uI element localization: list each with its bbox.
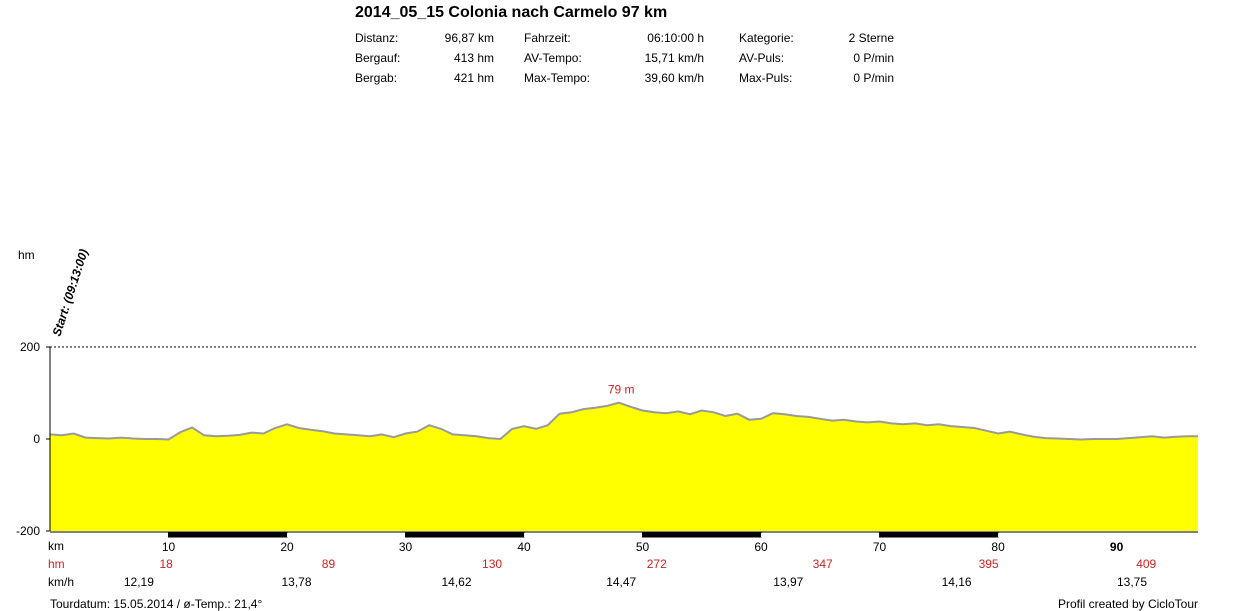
stat-value-fahrzeit: 06:10:00 h (647, 31, 704, 45)
stat-value-max-puls: 0 P/min (853, 71, 894, 85)
x-tick-label: 70 (873, 540, 887, 554)
km-band-segment (168, 532, 288, 538)
stat-value-max-tempo: 39,60 km/h (644, 71, 704, 85)
stat-label-max-puls: Max-Puls: (739, 71, 793, 85)
elevation-line (49, 401, 1198, 441)
km-band-segment (50, 533, 169, 537)
stat-label-bergauf: Bergauf: (355, 51, 401, 65)
stat-label-av-puls: AV-Puls: (739, 51, 785, 65)
y-tick-label: 200 (20, 340, 40, 354)
hm-value: 395 (978, 557, 999, 571)
x-tick-label: 30 (399, 540, 413, 554)
stat-label-distanz: Distanz: (355, 31, 399, 45)
stat-label-max-tempo: Max-Tempo: (524, 71, 591, 85)
hm-value: 18 (159, 557, 173, 571)
kmh-value: 12,19 (123, 575, 154, 589)
kmh-value: 14,16 (941, 575, 972, 589)
hm-value: 130 (482, 557, 503, 571)
km-band-segment (879, 532, 999, 538)
row-hm-label: hm (48, 557, 65, 571)
km-band-segment (998, 533, 1117, 537)
axes-layer (46, 346, 1198, 538)
footer-tourdatum: Tourdatum: 15.05.2014 / ø-Temp.: 21,4° (50, 597, 263, 611)
stat-value-av-tempo: 15,71 km/h (644, 51, 704, 65)
km-band-segment (405, 532, 525, 538)
row-km-label: km (48, 539, 64, 553)
y-axis-label: hm (18, 248, 35, 262)
kmh-value: 13,97 (773, 575, 804, 589)
stat-value-av-puls: 0 P/min (853, 51, 894, 65)
x-tick-label: 50 (636, 540, 650, 554)
stat-value-kategorie: 2 Sterne (848, 31, 894, 45)
hm-value: 89 (321, 557, 336, 571)
elevation-area (50, 402, 1198, 531)
area-layer (49, 401, 1198, 531)
km-band-segment (761, 533, 880, 537)
x-tick-label: 40 (517, 540, 531, 554)
stat-value-bergab: 421 hm (453, 71, 494, 85)
x-tick-label: 20 (280, 540, 294, 554)
x-tick-label: 90 (1110, 540, 1124, 554)
start-time-label: Start: (09:13:00) (50, 247, 91, 338)
x-tick-label: 80 (991, 540, 1005, 554)
stat-label-kategorie: Kategorie: (739, 31, 794, 45)
stat-value-bergauf: 413 hm (453, 51, 494, 65)
stat-label-bergab: Bergab: (355, 71, 398, 85)
y-tick-label: 0 (33, 432, 40, 446)
kmh-value: 14,62 (441, 575, 472, 589)
x-tick-label: 60 (754, 540, 768, 554)
max-elevation-label: 79 m (608, 383, 635, 397)
hm-value: 409 (1136, 557, 1157, 571)
tour-title: 2014_05_15 Colonia nach Carmelo 97 km (355, 4, 668, 21)
footer-credit: Profil created by CicloTour (1057, 597, 1198, 611)
x-tick-label: 10 (162, 540, 176, 554)
km-band-segment (642, 532, 762, 538)
y-tick-label: -200 (16, 524, 40, 538)
hm-value: 347 (812, 557, 833, 571)
row-kmh-label: km/h (48, 575, 75, 589)
stat-label-fahrzeit: Fahrzeit: (524, 31, 571, 45)
hm-value: 272 (646, 557, 667, 571)
km-band-segment (287, 533, 406, 537)
kmh-value: 13,78 (281, 575, 312, 589)
km-band-segment (524, 533, 643, 537)
stat-value-distanz: 96,87 km (444, 31, 494, 45)
stat-label-av-tempo: AV-Tempo: (524, 51, 582, 65)
kmh-value: 14,47 (606, 575, 637, 589)
kmh-value: 13,75 (1116, 575, 1147, 589)
